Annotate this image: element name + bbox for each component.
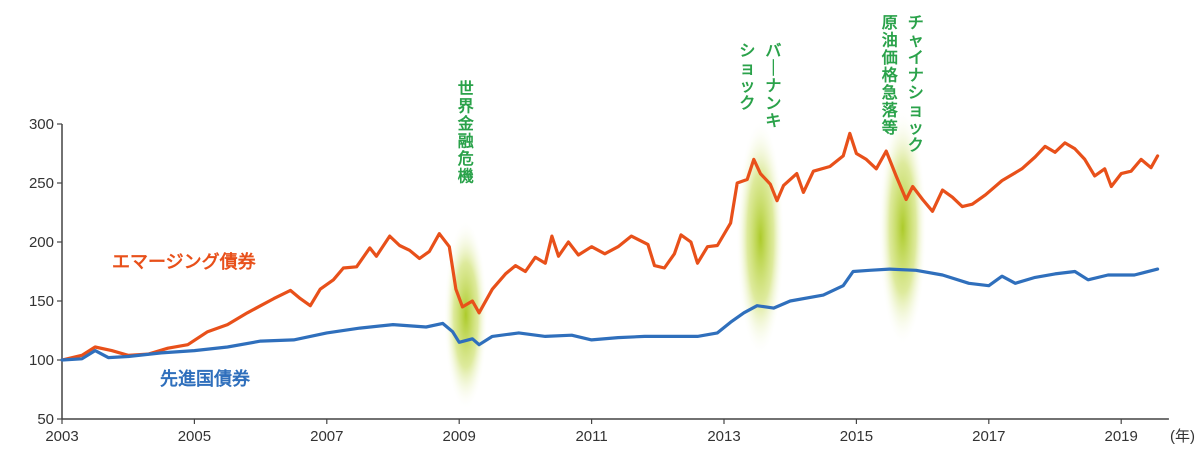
emerging-bond-line	[60, 131, 1160, 362]
event-annotation-text: チャイナショック	[908, 13, 924, 155]
axes: 50 100 150 200 250 300 2003 2005 2007 2009 2011 201…	[29, 116, 1195, 445]
x-tick-label: 2017	[972, 428, 1005, 445]
y-tick-label: 150	[29, 293, 54, 310]
x-tick-label: 2009	[443, 428, 476, 445]
y-tick-label: 50	[37, 411, 54, 428]
x-tick-label: 2003	[45, 428, 78, 445]
x-tick-label: 2015	[840, 428, 873, 445]
highlight-glow	[443, 220, 488, 410]
highlight-bands	[443, 110, 927, 410]
x-tick-label: 2007	[310, 428, 343, 445]
event-annotation-text: 世界金融危機	[457, 79, 475, 186]
y-tick-label: 100	[29, 352, 54, 369]
y-tick-label: 250	[29, 175, 54, 192]
y-tick-label: 200	[29, 234, 54, 251]
x-tick-label: 2011	[575, 428, 607, 445]
x-tick-label: 2005	[178, 428, 211, 445]
developed-bond-line	[60, 267, 1160, 362]
highlight-glow	[878, 110, 927, 346]
x-tick-label: 2013	[707, 428, 740, 445]
event-annotation-text: ショック	[739, 41, 755, 113]
x-tick-label: 2019	[1105, 428, 1138, 445]
y-tick-label: 300	[29, 116, 54, 133]
series-lines	[60, 131, 1160, 362]
event-annotation-text: バ｜ナンキ	[765, 41, 781, 130]
emerging-bond-label: エマージング債券	[112, 251, 257, 273]
highlight-glow	[736, 120, 785, 356]
developed-bond-label: 先進国債券	[160, 368, 251, 390]
event-annotation-text: 原油価格急落等	[881, 13, 899, 137]
x-axis-unit: (年)	[1170, 428, 1195, 445]
